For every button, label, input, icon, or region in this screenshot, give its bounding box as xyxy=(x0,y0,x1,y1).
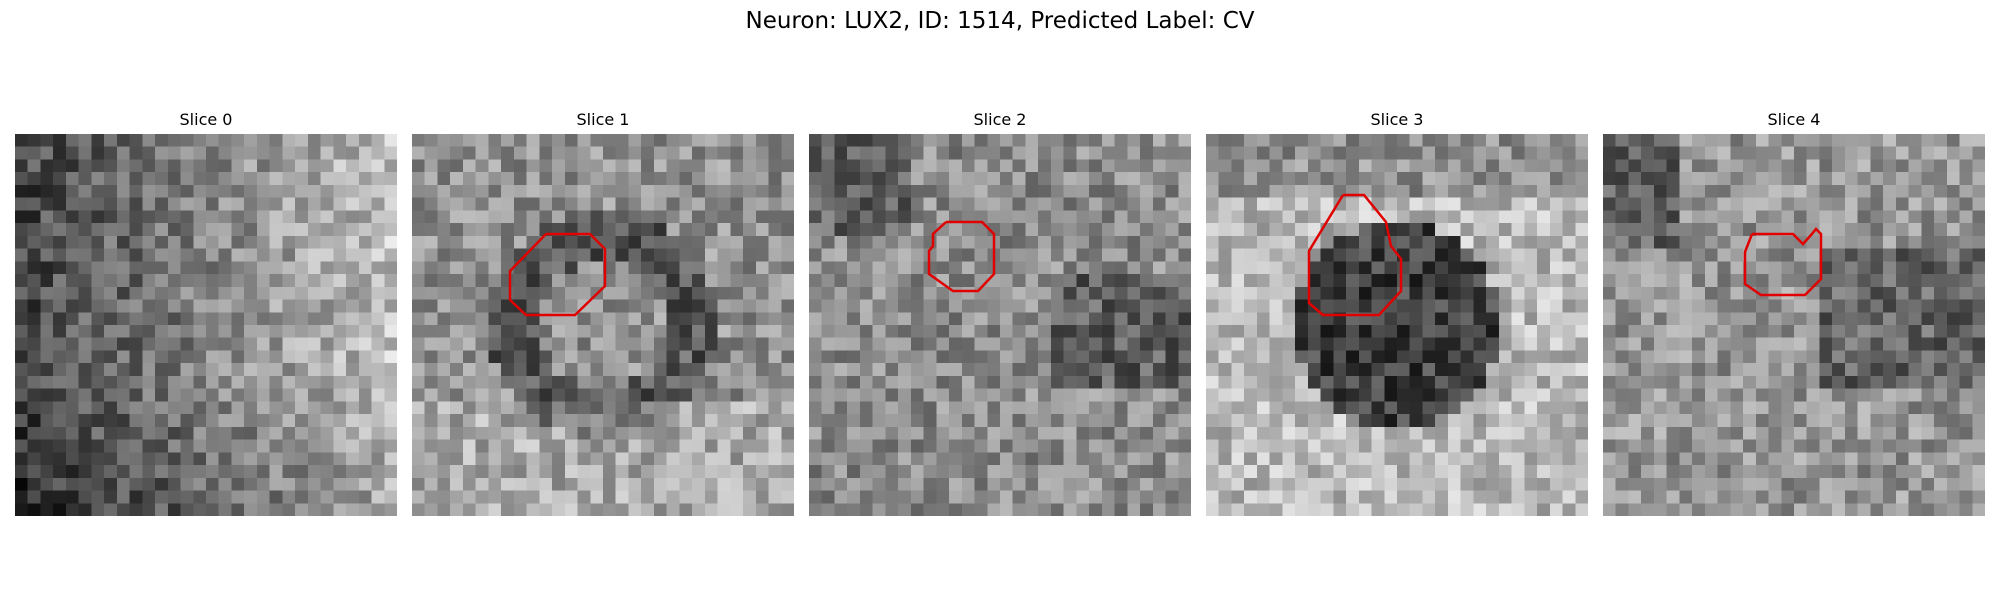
slice-pixels xyxy=(15,134,397,516)
roi-contour xyxy=(927,220,996,293)
slice-panel-0: Slice 0 xyxy=(15,108,397,516)
roi-overlay xyxy=(508,232,607,317)
slice-pixels xyxy=(809,134,1191,516)
slice-panel-1: Slice 1 xyxy=(412,108,794,516)
slice-pixels xyxy=(1603,134,1985,516)
slice-title: Slice 4 xyxy=(1767,110,1821,129)
slice-panel-4: Slice 4 xyxy=(1603,108,1985,516)
slice-image xyxy=(1206,134,1588,516)
slice-title: Slice 2 xyxy=(973,110,1027,129)
slice-title: Slice 0 xyxy=(179,110,233,129)
slice-panel-3: Slice 3 xyxy=(1206,108,1588,516)
roi-contour xyxy=(1307,193,1403,317)
roi-contour xyxy=(508,232,607,317)
roi-overlay xyxy=(1743,227,1823,297)
figure-title: Neuron: LUX2, ID: 1514, Predicted Label:… xyxy=(745,8,1255,34)
slice-image xyxy=(15,134,397,516)
slice-image xyxy=(809,134,1191,516)
roi-overlay xyxy=(1307,193,1403,317)
roi-contour xyxy=(1743,227,1823,297)
slice-image xyxy=(412,134,794,516)
slice-pixels xyxy=(412,134,794,516)
slice-image xyxy=(1603,134,1985,516)
slice-panel-2: Slice 2 xyxy=(809,108,1191,516)
slice-title: Slice 1 xyxy=(576,110,630,129)
slice-title: Slice 3 xyxy=(1370,110,1424,129)
slice-pixels xyxy=(1206,134,1588,516)
roi-overlay xyxy=(927,220,996,293)
